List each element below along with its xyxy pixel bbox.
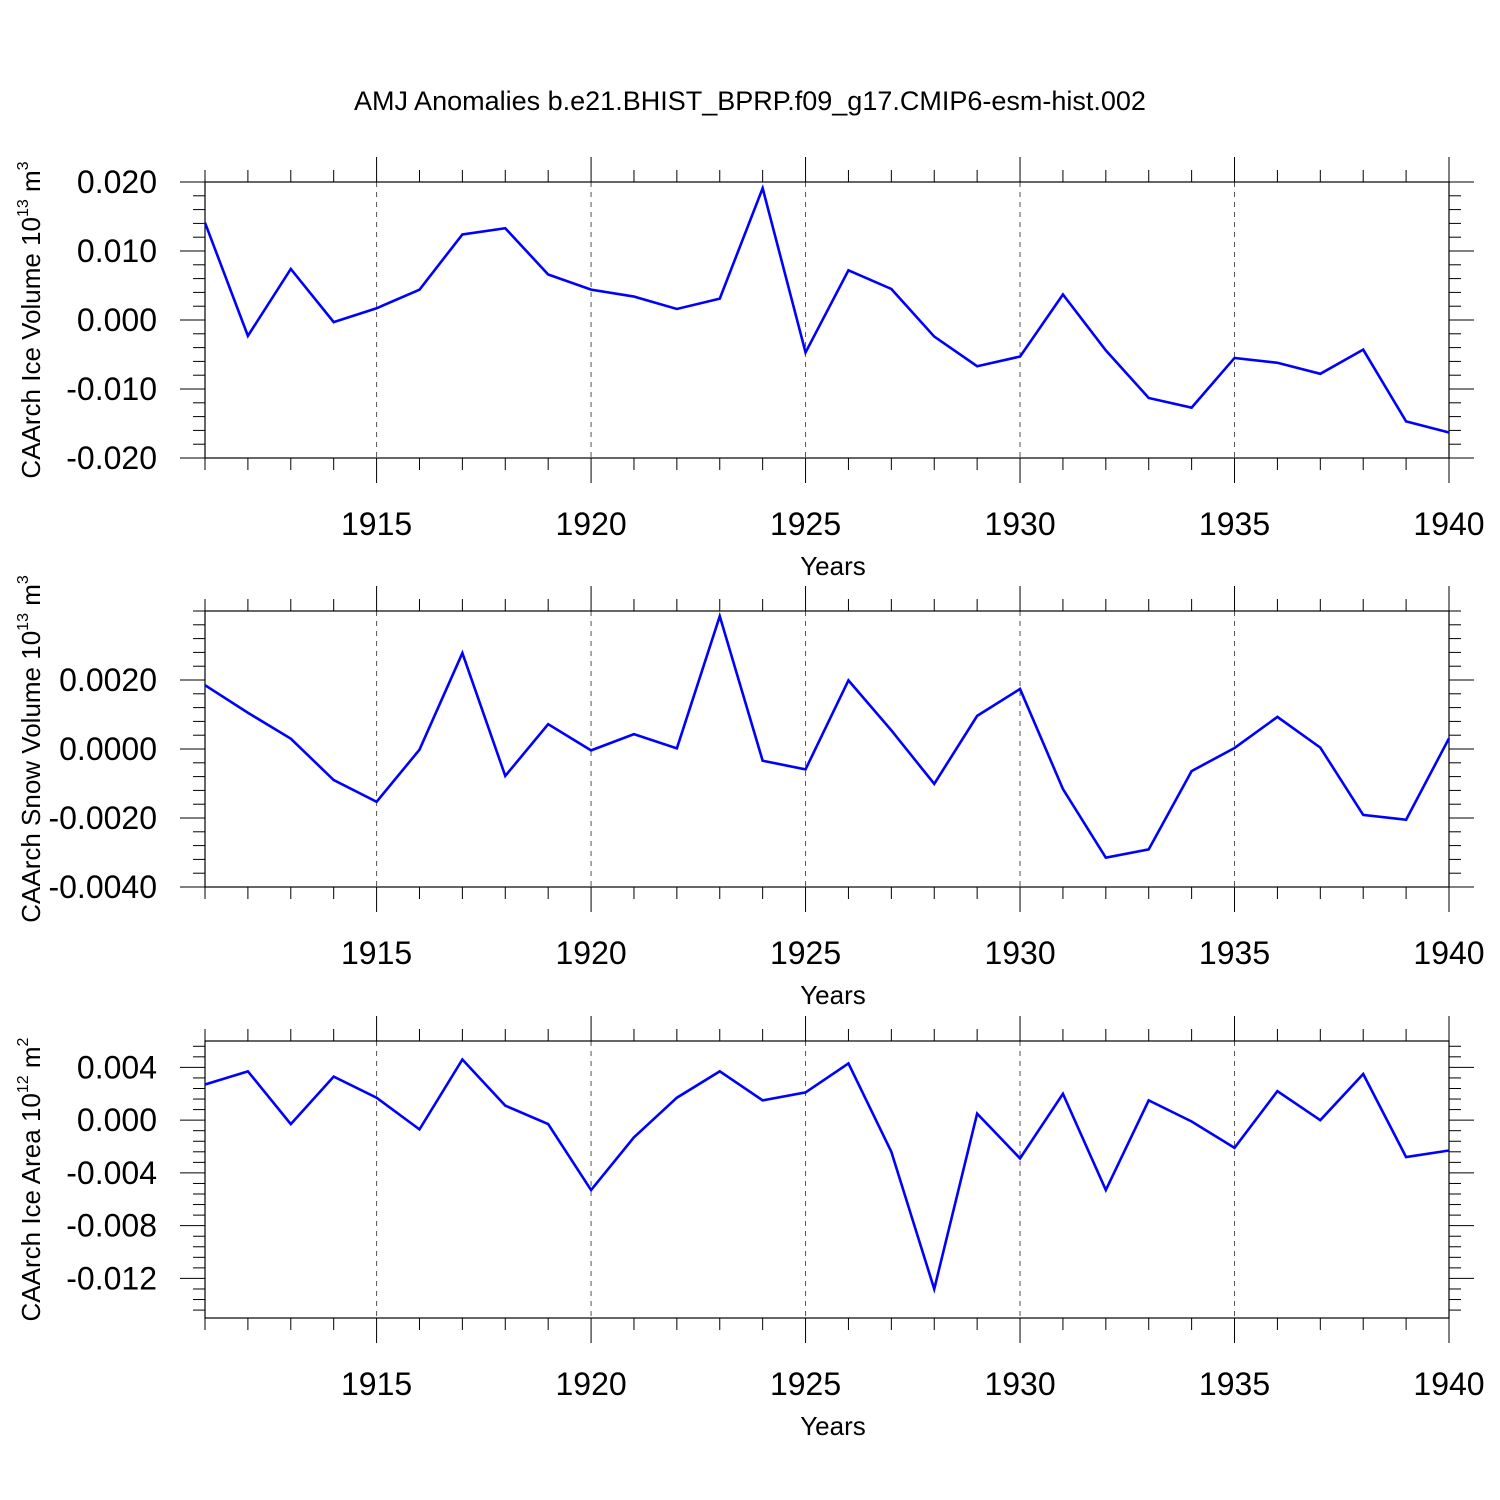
y-tick-label: 0.020: [77, 164, 157, 200]
y-axis-label-part: 13: [15, 613, 32, 631]
panel-2: 1915 1920 1925 1930 1935 1940 Years 0.0020 0.000…: [15, 575, 1485, 1010]
x-tick-label: 1925: [770, 935, 841, 971]
panel-3: 1915 1920 1925 1930 1935 1940 Years 0.004 0.000 -…: [15, 1016, 1485, 1441]
series-line: [204, 1057, 1450, 1294]
y-tick-label: 0.010: [77, 233, 157, 269]
x-tick-label: 1940: [1413, 506, 1484, 542]
x-tick-label: 1935: [1199, 935, 1270, 971]
x-tick-label: 1930: [984, 935, 1055, 971]
y-tick-label: 0.004: [77, 1049, 157, 1085]
y-tick-label: 0.000: [77, 1102, 157, 1138]
y-tick-label: -0.008: [66, 1208, 157, 1244]
x-axis-label: Years: [800, 551, 866, 581]
y-tick-label: -0.020: [66, 440, 157, 476]
y-tick-label: 0.0000: [59, 731, 157, 767]
y-axis-label-part: CAArch Ice Area 10: [16, 1093, 46, 1321]
y-axis-label-part: 3: [15, 575, 32, 584]
y-axis-label-part: CAArch Ice Volume 10: [16, 217, 46, 479]
y-axis-label-part: 2: [15, 1037, 32, 1046]
x-tick-label: 1915: [341, 935, 412, 971]
panels: 1915 1920 1925 1930 1935 1940 Years 0.020 0.010 0…: [15, 157, 1485, 1441]
x-tick-label: 1915: [341, 1366, 412, 1402]
plot-frame: [204, 1040, 1450, 1319]
y-axis-label-part: m: [16, 170, 46, 199]
y-axis-label-part: m: [16, 584, 46, 613]
x-axis-label: Years: [800, 1411, 866, 1441]
y-tick-label: -0.012: [66, 1260, 157, 1296]
y-axis-label-part: m: [16, 1046, 46, 1075]
x-tick-label: 1915: [341, 506, 412, 542]
y-axis-label-part: 12: [15, 1075, 32, 1093]
panel-1: 1915 1920 1925 1930 1935 1940 Years 0.020 0.010 0…: [15, 157, 1485, 581]
x-tick-label: 1920: [555, 506, 626, 542]
x-tick-label: 1920: [555, 1366, 626, 1402]
x-tick-label: 1920: [555, 935, 626, 971]
x-tick-label: 1935: [1199, 506, 1270, 542]
series-line: [203, 183, 1450, 434]
y-axis-label: CAArch Ice Area 1012 m2: [15, 1037, 46, 1321]
y-tick-label: -0.004: [66, 1155, 157, 1191]
y-tick-label: 0.000: [77, 302, 157, 338]
y-tick-label: -0.0040: [48, 869, 157, 905]
x-axis-label: Years: [800, 980, 866, 1010]
x-tick-label: 1930: [984, 1366, 1055, 1402]
x-tick-label: 1925: [770, 506, 841, 542]
y-tick-label: 0.0020: [59, 662, 157, 698]
y-axis-label: CAArch Ice Volume 1013 m3: [15, 161, 46, 478]
series-line: [204, 611, 1451, 860]
x-tick-label: 1935: [1199, 1366, 1270, 1402]
x-tick-label: 1925: [770, 1366, 841, 1402]
x-tick-label: 1930: [984, 506, 1055, 542]
y-tick-label: -0.010: [66, 371, 157, 407]
x-tick-label: 1940: [1413, 935, 1484, 971]
y-axis-label-part: 13: [15, 199, 32, 217]
x-tick-label: 1940: [1413, 1366, 1484, 1402]
y-axis-label: CAArch Snow Volume 1013 m3: [15, 575, 46, 923]
y-axis-label-part: 3: [15, 161, 32, 170]
y-axis-label-part: CAArch Snow Volume 10: [16, 631, 46, 923]
figure-title: AMJ Anomalies b.e21.BHIST_BPRP.f09_g17.C…: [354, 86, 1146, 116]
y-tick-label: -0.0020: [48, 800, 157, 836]
